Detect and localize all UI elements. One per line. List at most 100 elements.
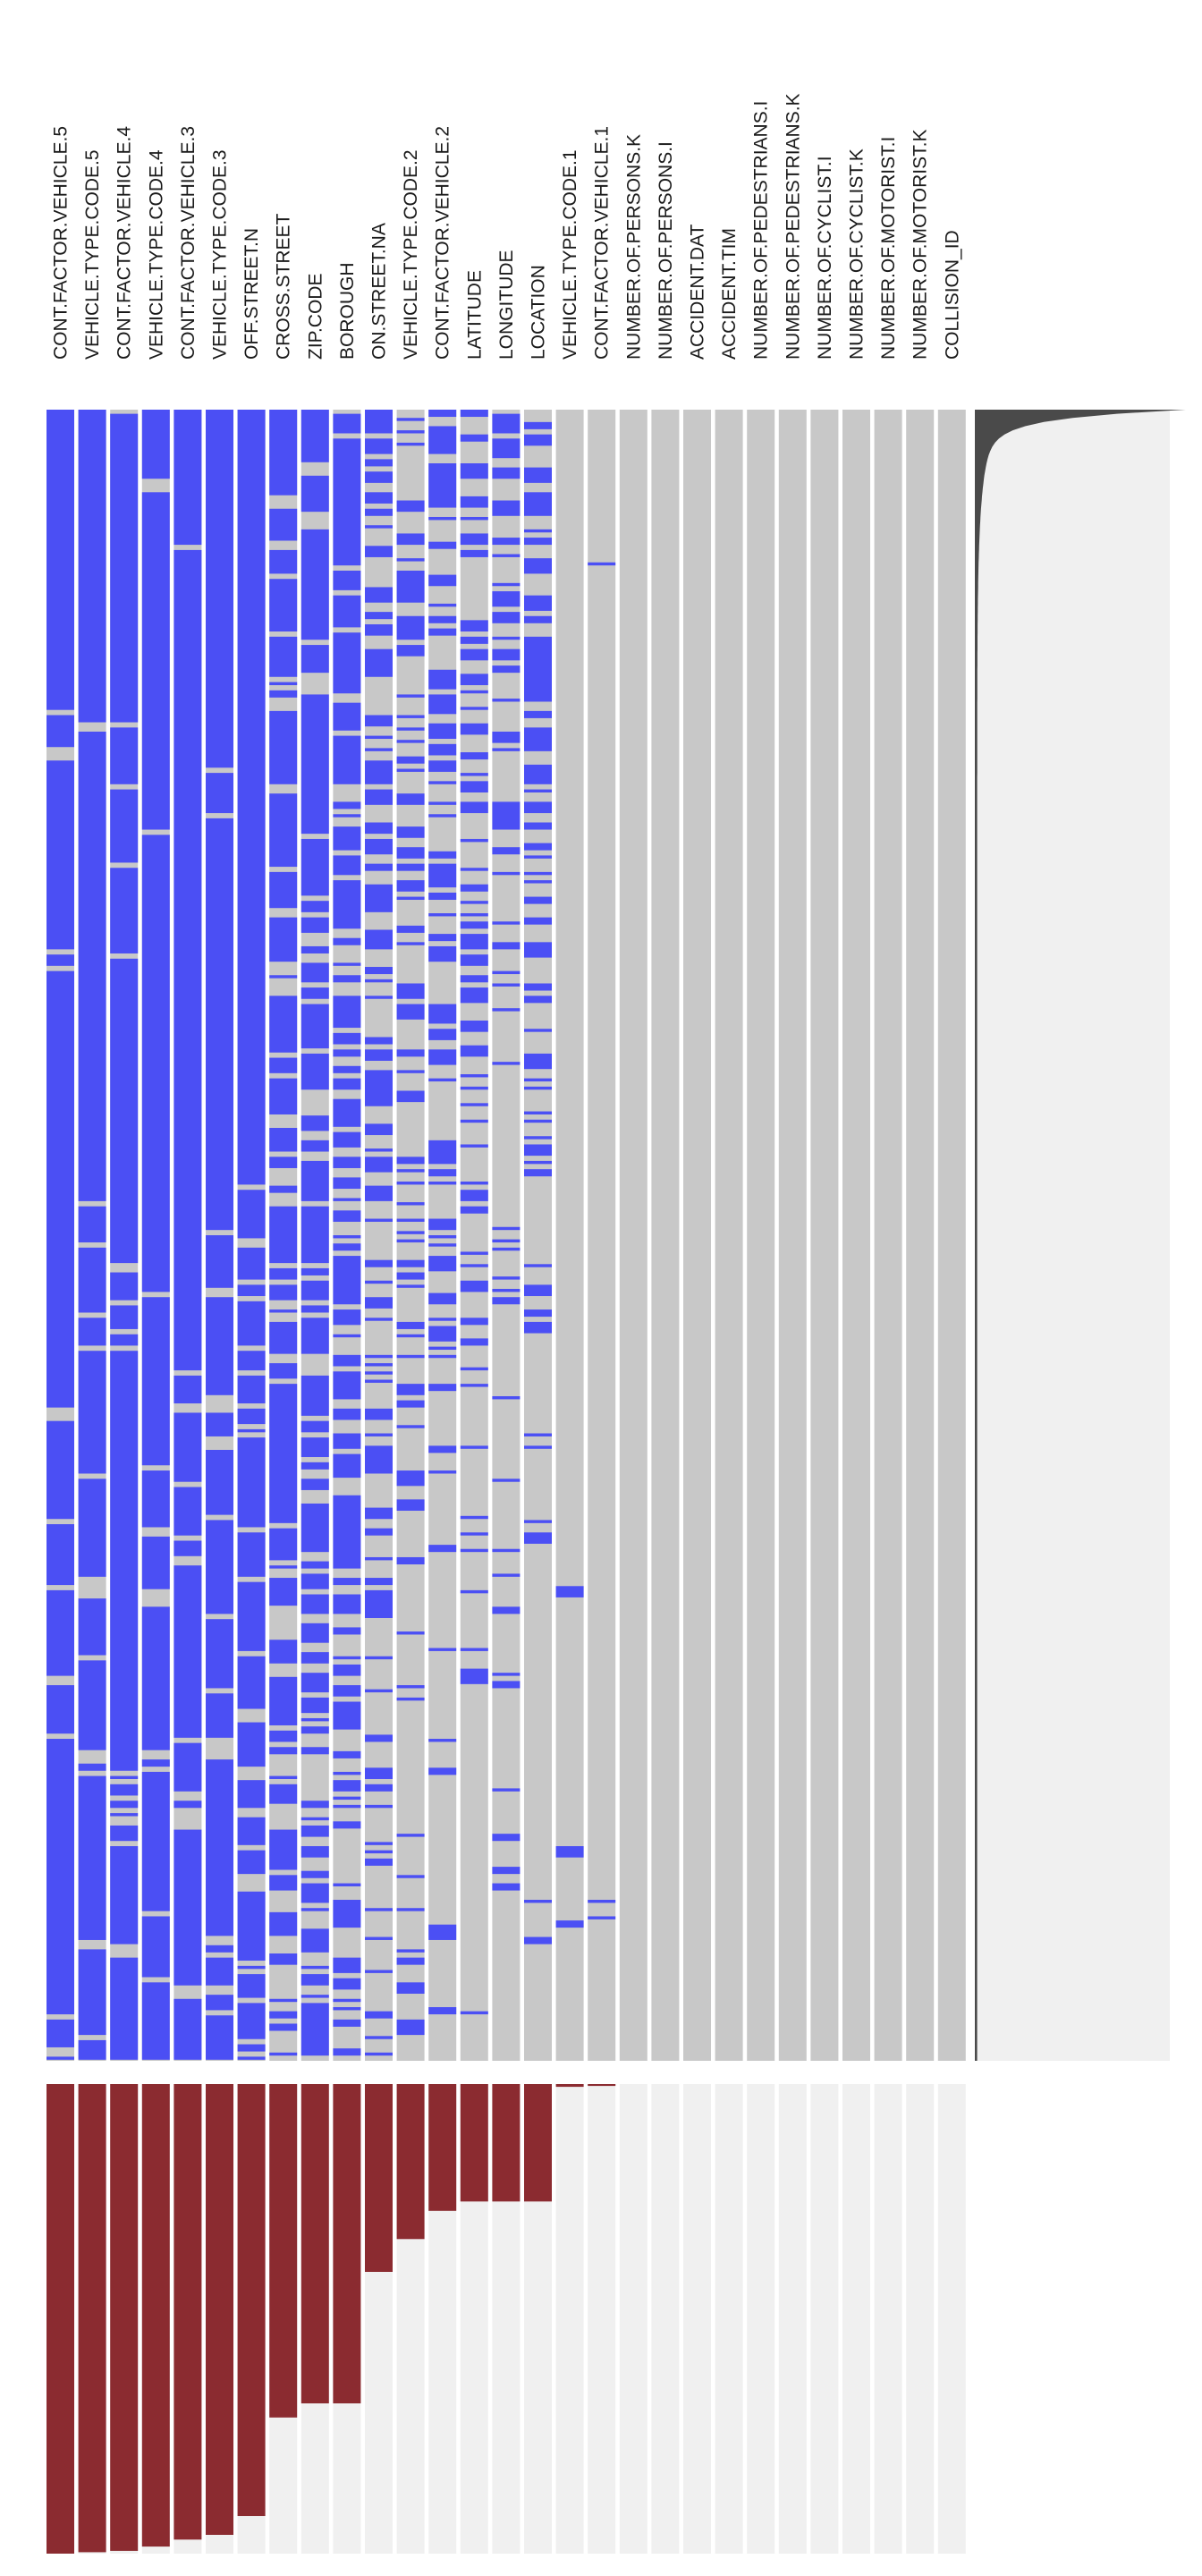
matrix-cell-present	[300, 475, 329, 513]
matrix-cell-present	[428, 1326, 457, 1342]
matrix-cell-present	[492, 970, 521, 975]
matrix-cell-present	[428, 1739, 457, 1742]
matrix-cell-present	[365, 1259, 393, 1267]
matrix-cell-present	[460, 1119, 488, 1123]
matrix-cell-present	[141, 1771, 170, 1911]
matrix-cell-present	[492, 1479, 521, 1482]
matrix-cell-present	[524, 421, 552, 429]
missing-fraction-bar	[333, 2084, 361, 2403]
matrix-cell-present	[206, 1995, 233, 2011]
matrix-cell-present	[492, 1606, 521, 1614]
matrix-cell-present	[333, 413, 361, 434]
matrix-cell-present	[333, 2007, 361, 2011]
matrix-cell-present	[300, 1280, 329, 1301]
column-label: CROSS.STREET	[274, 213, 294, 360]
matrix-cell-present	[524, 942, 552, 958]
matrix-cell-present	[460, 496, 488, 508]
matrix-cell-present	[365, 715, 393, 727]
matrix-cell-present	[365, 1363, 393, 1367]
missing-fraction-bars	[47, 2084, 966, 2554]
matrix-cell-present	[428, 1235, 457, 1239]
matrix-cell-present	[47, 970, 74, 1408]
matrix-cell-present	[333, 1198, 361, 1201]
matrix-cell-present	[300, 1053, 329, 1090]
matrix-cell-present	[524, 917, 552, 925]
matrix-cell-present	[524, 1936, 552, 1945]
matrix-cell-present	[365, 1070, 393, 1106]
matrix-cell-present	[365, 438, 393, 454]
matrix-cell-present	[396, 558, 425, 562]
matrix-cell-present	[524, 538, 552, 546]
matrix-cell-present	[365, 410, 393, 434]
matrix-cell-present	[333, 1771, 361, 1775]
matrix-cell-present	[396, 863, 425, 871]
matrix-cell-present	[524, 1078, 552, 1082]
matrix-cell-present	[300, 1928, 329, 1953]
matrix-cell-present	[141, 1982, 170, 2060]
matrix-cell-present	[396, 896, 425, 900]
matrix-cell-present	[365, 1734, 393, 1742]
matrix-cell-present	[365, 1433, 393, 1436]
matrix-cell-present	[396, 1400, 425, 1408]
matrix-cell-present	[333, 996, 361, 1029]
matrix-cell-present	[333, 1701, 361, 1730]
matrix-cell-present	[460, 648, 488, 661]
matrix-cell-present	[269, 2052, 298, 2056]
matrix-cell-present	[269, 710, 298, 784]
matrix-cell-present	[428, 1078, 457, 1082]
bar-track	[842, 2084, 870, 2554]
matrix-column-26	[874, 410, 902, 2061]
matrix-cell-present	[365, 1297, 393, 1309]
matrix-cell-present	[78, 1660, 106, 1750]
matrix-cell-present	[492, 983, 521, 987]
matrix-cell-present	[460, 1318, 488, 1326]
matrix-cell-present	[47, 1524, 74, 1586]
matrix-cell-present	[333, 1334, 361, 1338]
matrix-cell-present	[396, 1556, 425, 1564]
matrix-cell-present	[365, 863, 393, 871]
matrix-cell-present	[269, 1128, 298, 1152]
matrix-cell-present	[269, 1078, 298, 1114]
matrix-cell-present	[460, 1086, 488, 1090]
matrix-cell-present	[396, 1470, 425, 1487]
matrix-cell-present	[460, 1338, 488, 1346]
matrix-cell-present	[333, 1210, 361, 1222]
matrix-cell-present	[47, 410, 74, 710]
matrix-cell-present	[365, 1908, 393, 1911]
matrix-cell-present	[269, 549, 298, 574]
matrix-cell-present	[141, 1606, 170, 1750]
matrix-cell-present	[396, 942, 425, 945]
matrix-cell-present	[237, 1817, 266, 1845]
matrix-cell-present	[237, 410, 266, 1185]
matrix-cell-present	[300, 901, 329, 912]
matrix-cell-present	[460, 516, 488, 521]
matrix-cell-present	[269, 1730, 298, 1742]
matrix-cell-present	[492, 847, 521, 855]
matrix-cell-present	[492, 1062, 521, 1065]
bar-track	[874, 2084, 902, 2554]
matrix-cell-present	[460, 1264, 488, 1267]
bar-track	[778, 2084, 807, 2554]
matrix-cell-present	[269, 1578, 298, 1606]
missing-fraction-bar	[460, 2084, 488, 2202]
matrix-cell-present	[365, 1578, 393, 1586]
matrix-cell-present	[396, 430, 425, 434]
matrix-cell-present	[237, 1974, 266, 1998]
matrix-cell-present	[365, 1157, 393, 1173]
matrix-cell-present	[365, 1218, 393, 1222]
matrix-cell-present	[300, 1479, 329, 1490]
matrix-cell-present	[300, 410, 329, 462]
missing-fraction-bar	[206, 2084, 233, 2535]
matrix-cell-present	[460, 1045, 488, 1057]
matrix-cell-present	[333, 1780, 361, 1792]
matrix-cell-present	[333, 1750, 361, 1758]
matrix-cell-present	[141, 410, 170, 479]
matrix-cell-present	[333, 702, 361, 731]
matrix-cell-present	[206, 773, 233, 814]
matrix-cell-present	[78, 731, 106, 1201]
matrix-cell-present	[396, 1218, 425, 1222]
matrix-cell-present	[300, 645, 329, 674]
matrix-cell-present	[524, 789, 552, 792]
missing-fraction-bar	[492, 2084, 521, 2202]
column-label: COLLISION_ID	[942, 230, 962, 360]
